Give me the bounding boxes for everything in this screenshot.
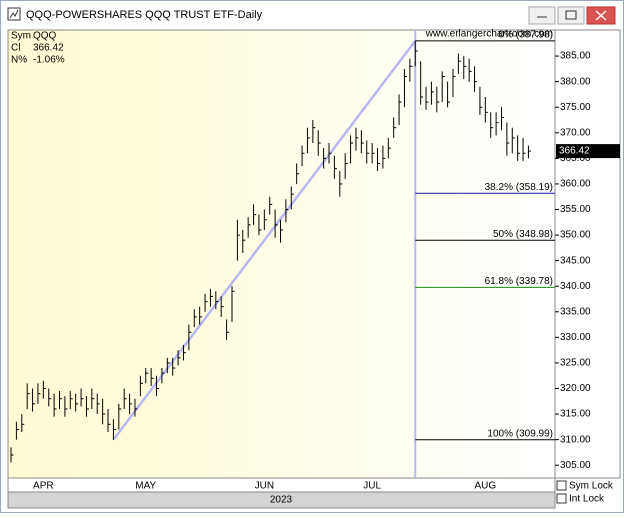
info-label: N% xyxy=(11,55,27,66)
year-label: 2023 xyxy=(270,495,293,506)
checkbox[interactable] xyxy=(556,493,567,504)
y-tick-label: 315.00 xyxy=(560,409,591,420)
info-value: QQQ xyxy=(33,31,57,42)
y-tick-label: 320.00 xyxy=(560,383,591,394)
y-tick-label: 325.00 xyxy=(560,358,591,369)
y-tick-label: 370.00 xyxy=(560,127,591,138)
x-tick-label: JUL xyxy=(363,481,381,492)
y-tick-label: 380.00 xyxy=(560,76,591,87)
year-band xyxy=(7,491,556,509)
fib-label: 100% (309.99) xyxy=(487,428,553,439)
y-tick-label: 330.00 xyxy=(560,332,591,343)
last-price-tag xyxy=(556,144,620,159)
checkbox[interactable] xyxy=(556,480,567,491)
x-tick-label: AUG xyxy=(474,481,496,492)
window-title: QQQ-POWERSHARES QQQ TRUST ETF-Daily xyxy=(26,9,263,21)
last-price-label: 366.42 xyxy=(559,146,590,157)
watermark: www.erlangerchartroom.com xyxy=(425,29,553,40)
control-label: Sym Lock xyxy=(569,481,614,492)
y-tick-label: 375.00 xyxy=(560,102,591,113)
y-tick-label: 350.00 xyxy=(560,230,591,241)
y-tick-label: 345.00 xyxy=(560,255,591,266)
fib-label: 61.8% (339.78) xyxy=(485,276,553,287)
minimize-button[interactable] xyxy=(528,6,556,25)
y-tick-label: 340.00 xyxy=(560,281,591,292)
price-axis xyxy=(554,29,621,479)
maximize-button[interactable] xyxy=(557,6,585,25)
maximize-glyph xyxy=(565,10,577,20)
y-tick-label: 310.00 xyxy=(560,434,591,445)
control-label: Int Lock xyxy=(569,494,605,505)
fib-label: 38.2% (358.19) xyxy=(485,182,553,193)
month-band xyxy=(7,477,556,493)
x-tick-label: MAY xyxy=(135,481,156,492)
info-label: Sym xyxy=(11,31,31,42)
y-tick-label: 355.00 xyxy=(560,204,591,215)
info-label: Cl xyxy=(11,43,20,54)
fib-label: 50% (348.98) xyxy=(493,229,553,240)
fib-label: 0% (387.98) xyxy=(499,29,553,40)
close-glyph xyxy=(595,10,607,21)
info-value: 366.42 xyxy=(33,43,64,54)
y-tick-label: 305.00 xyxy=(560,460,591,471)
y-tick-label: 365.00 xyxy=(560,153,591,164)
y-tick-label: 360.00 xyxy=(560,179,591,190)
y-tick-label: 385.00 xyxy=(560,51,591,62)
info-value: -1.06% xyxy=(33,55,65,66)
x-tick-label: APR xyxy=(33,481,54,492)
y-tick-label: 335.00 xyxy=(560,306,591,317)
app-icon-glyph xyxy=(9,9,19,19)
x-tick-label: JUN xyxy=(255,481,274,492)
plot-area xyxy=(7,29,556,479)
